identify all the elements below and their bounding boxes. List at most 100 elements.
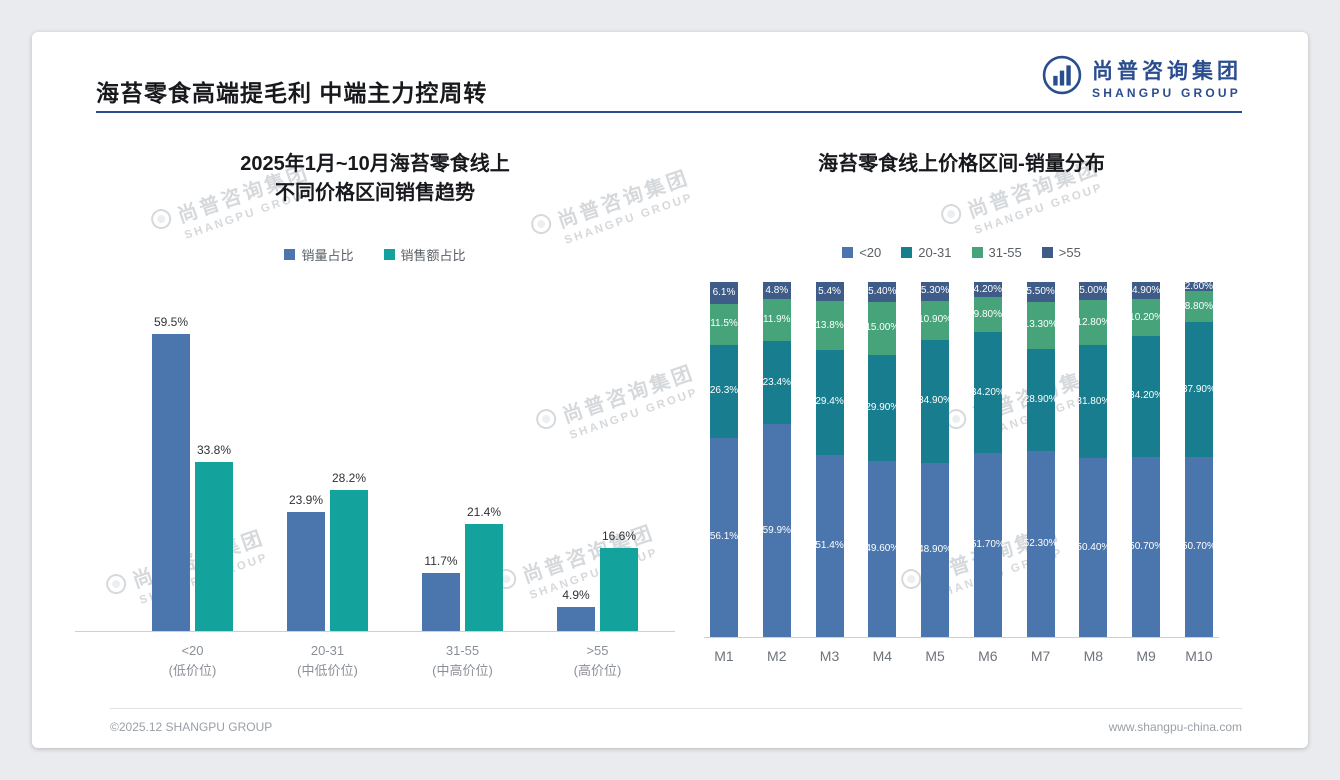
- bar-segment: 4.90%: [1131, 282, 1161, 300]
- stacked-chart-title: 海苔零食线上价格区间-销量分布: [818, 153, 1105, 175]
- legend-label: 20-31: [918, 245, 952, 260]
- bar-segment: 11.9%: [762, 299, 791, 342]
- bar-segment: 56.1%: [709, 437, 739, 637]
- legend-label: <20: [859, 245, 882, 260]
- brand-text: 尚普咨询集团 SHANGPU GROUP: [1092, 55, 1242, 100]
- bar: 16.6%: [600, 529, 638, 631]
- legend-label: 31-55: [988, 245, 1022, 260]
- bar-segment-label: 10.90%: [918, 314, 953, 326]
- x-axis-label: M8: [1083, 648, 1104, 664]
- x-axis-label: >55 (高价位): [530, 641, 665, 681]
- bar: 33.8%: [195, 443, 233, 631]
- x-axis-category: 20-31: [310, 643, 345, 658]
- x-axis-label: M2: [767, 648, 787, 664]
- bar-segment: 59.9%: [763, 424, 791, 637]
- bar-value-label: 33.8%: [196, 443, 232, 457]
- title-underline: [96, 111, 1242, 113]
- bar-segment-label: 51.70%: [970, 539, 1005, 551]
- bar-value-label: 21.4%: [466, 505, 502, 519]
- bar-value-label: 23.9%: [288, 492, 324, 507]
- x-axis-label: M1: [714, 648, 734, 664]
- x-axis-label: <20 (低价位): [125, 641, 260, 681]
- bar-segment: 50.40%: [1076, 458, 1110, 637]
- bar-segment-label: 11.9%: [762, 314, 791, 326]
- bar-segment-label: 52.30%: [1023, 538, 1058, 550]
- bar-rect: [465, 524, 503, 631]
- bar-segment-label: 4.20%: [973, 283, 1003, 295]
- legend-swatch: [842, 247, 854, 258]
- bar-segment-label: 5.40%: [868, 285, 897, 297]
- grouped-chart-title: 2025年1月~10月海苔零食线上 不同价格区间销售趋势: [75, 150, 675, 208]
- x-axis-label: M3: [819, 648, 840, 664]
- bar: 28.2%: [330, 471, 368, 631]
- brand-name-en: SHANGPU GROUP: [1092, 86, 1241, 100]
- bar-segment: 28.90%: [1024, 348, 1058, 452]
- bar-group: 59.5% 33.8%: [125, 314, 260, 631]
- bar-segment-label: 26.3%: [709, 385, 739, 397]
- bar-segment: 10.20%: [1129, 299, 1163, 336]
- bar-segment-label: 5.00%: [1079, 284, 1108, 296]
- bar-segment-label: 23.4%: [762, 376, 791, 388]
- bar-group: 11.7% 21.4%: [395, 505, 530, 631]
- bar-segment: 5.40%: [868, 282, 897, 302]
- grouped-chart-legend: 销量占比 销售额占比: [75, 245, 675, 264]
- stacked-bar: 4.90% 10.20% 34.20% 50.70%: [1129, 282, 1163, 637]
- bar-rect: [422, 572, 460, 631]
- slide-card: 尚普咨询集团 SHANGPU GROUP 尚普咨询集团 SHANGPU GROUP 尚普…: [32, 32, 1308, 748]
- bar-segment-label: 5.50%: [1026, 285, 1055, 297]
- legend-swatch: [901, 247, 913, 258]
- legend-item: 31-55: [971, 245, 1022, 260]
- x-axis-sub-label: (高价位): [573, 663, 622, 679]
- x-axis-label: M5: [925, 648, 945, 664]
- bar-segment: 49.60%: [865, 460, 899, 637]
- bar-segment: 6.1%: [710, 282, 738, 304]
- legend-item: 销售额占比: [383, 245, 466, 264]
- bar-segment: 29.4%: [815, 350, 844, 455]
- bar-segment: 26.3%: [709, 344, 739, 438]
- stacked-bar: 5.4% 13.8% 29.4% 51.4%: [813, 282, 847, 637]
- bar: 21.4%: [465, 505, 503, 631]
- bar-segment-label: 56.1%: [709, 531, 739, 543]
- bar-segment: 34.20%: [971, 332, 1005, 454]
- bar-segment-label: 8.80%: [1184, 300, 1214, 312]
- bar-group: 23.9% 28.2%: [260, 471, 395, 631]
- grouped-chart-title-line2: 不同价格区间销售趋势: [275, 182, 475, 204]
- grouped-chart-plot: 59.5% 33.8% 23.9% 28.2% 11.7% 21.4% 4.9% 16.6%: [75, 302, 675, 632]
- stacked-bar-segments: 5.00% 12.80% 31.80% 50.40%: [1076, 282, 1111, 637]
- bar-segment: 4.20%: [973, 282, 1003, 298]
- legend-item: 销量占比: [284, 245, 354, 264]
- bar-segment: 15.00%: [865, 301, 899, 355]
- x-axis-sub-label: (低价位): [168, 663, 217, 679]
- stacked-bar-segments: 4.20% 9.80% 34.20% 51.70%: [970, 282, 1005, 637]
- legend-item: 20-31: [901, 245, 952, 260]
- bar-segment: 51.4%: [815, 454, 844, 637]
- stacked-bar-segments: 5.40% 15.00% 29.90% 49.60%: [865, 282, 899, 637]
- bar-segment: 5.4%: [815, 282, 844, 302]
- bar-value-label: 4.9%: [562, 587, 590, 602]
- brand-logo: 尚普咨询集团 SHANGPU GROUP: [1041, 54, 1242, 101]
- bar-segment-label: 4.90%: [1131, 284, 1161, 296]
- bar-segment: 31.80%: [1076, 345, 1110, 459]
- bar-segment: 23.4%: [762, 341, 791, 425]
- footer-copyright: ©2025.12 SHANGPU GROUP: [110, 720, 273, 734]
- x-axis-label: M10: [1185, 648, 1213, 664]
- bar-value-label: 59.5%: [153, 314, 189, 329]
- x-axis-label: M6: [978, 648, 998, 664]
- page-title: 海苔零食高端提毛利 中端主力控周转: [96, 80, 488, 106]
- bar-rect: [152, 333, 190, 631]
- bar-segment-label: 12.80%: [1076, 316, 1111, 328]
- slide-content: 海苔零食高端提毛利 中端主力控周转 尚普咨询集团 SHANGPU GROUP 2…: [32, 32, 1308, 748]
- legend-label: 销量占比: [301, 248, 354, 263]
- stacked-bar-segments: 4.90% 10.20% 34.20% 50.70%: [1129, 282, 1163, 637]
- footer-website: www.shangpu-china.com: [1108, 720, 1242, 734]
- bar-segment: 29.90%: [865, 354, 899, 461]
- legend-swatch: [1041, 247, 1053, 258]
- bar: 23.9%: [287, 492, 325, 631]
- stacked-bar: 2.60% 8.80% 37.90% 50.70%: [1182, 281, 1216, 637]
- bar-segment-label: 48.90%: [918, 544, 953, 556]
- x-axis-label: 20-31 (中低价位): [260, 641, 395, 681]
- bar-group: 4.9% 16.6%: [530, 529, 665, 631]
- bar: 59.5%: [152, 314, 190, 631]
- x-axis-category: <20: [181, 643, 204, 658]
- stacked-chart-axis: M1 M2 M3 M4 M5 M6 M7 M8 M9 M10: [704, 648, 1219, 664]
